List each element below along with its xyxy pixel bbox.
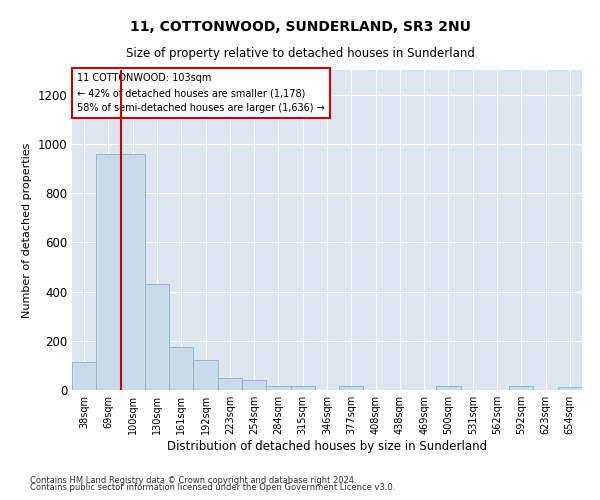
Text: 11 COTTONWOOD: 103sqm
← 42% of detached houses are smaller (1,178)
58% of semi-d: 11 COTTONWOOD: 103sqm ← 42% of detached …	[77, 73, 325, 113]
Bar	[145, 284, 169, 390]
Text: Contains HM Land Registry data © Crown copyright and database right 2024.: Contains HM Land Registry data © Crown c…	[30, 476, 356, 485]
X-axis label: Distribution of detached houses by size in Sunderland: Distribution of detached houses by size …	[167, 440, 487, 453]
Bar	[193, 360, 218, 390]
Bar	[121, 154, 145, 390]
Bar	[96, 154, 121, 390]
Bar	[290, 386, 315, 390]
Text: Size of property relative to detached houses in Sunderland: Size of property relative to detached ho…	[125, 48, 475, 60]
Bar	[509, 386, 533, 390]
Bar	[266, 386, 290, 390]
Text: Contains public sector information licensed under the Open Government Licence v3: Contains public sector information licen…	[30, 484, 395, 492]
Bar	[339, 386, 364, 390]
Bar	[72, 362, 96, 390]
Y-axis label: Number of detached properties: Number of detached properties	[22, 142, 32, 318]
Bar	[218, 378, 242, 390]
Bar	[242, 380, 266, 390]
Bar	[169, 347, 193, 390]
Bar	[436, 386, 461, 390]
Text: 11, COTTONWOOD, SUNDERLAND, SR3 2NU: 11, COTTONWOOD, SUNDERLAND, SR3 2NU	[130, 20, 470, 34]
Bar	[558, 386, 582, 390]
